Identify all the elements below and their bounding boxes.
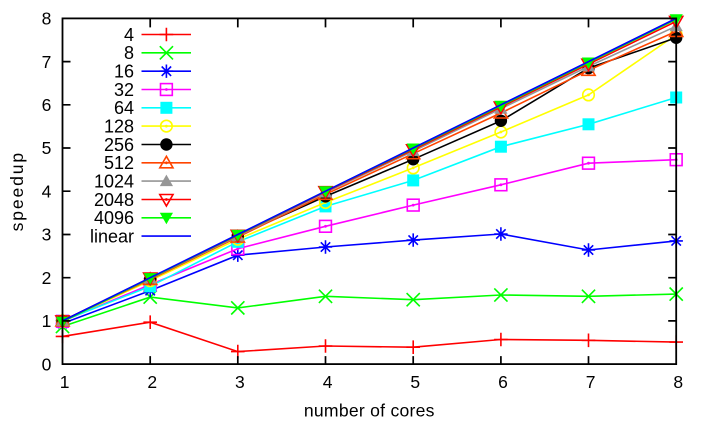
svg-text:5: 5 (42, 138, 52, 158)
svg-text:16: 16 (114, 62, 134, 82)
svg-text:6: 6 (42, 95, 52, 115)
svg-text:4: 4 (42, 181, 52, 201)
svg-text:1: 1 (42, 311, 52, 331)
svg-text:4: 4 (124, 25, 134, 45)
svg-text:1024: 1024 (94, 172, 134, 192)
svg-text:8: 8 (124, 43, 134, 63)
svg-text:64: 64 (114, 98, 134, 118)
svg-text:2: 2 (42, 268, 52, 288)
svg-text:6: 6 (498, 372, 508, 392)
svg-text:4: 4 (323, 372, 333, 392)
svg-text:256: 256 (104, 135, 134, 155)
svg-text:3: 3 (235, 372, 245, 392)
svg-text:3: 3 (42, 225, 52, 245)
svg-text:4096: 4096 (94, 208, 134, 228)
svg-text:2: 2 (147, 372, 157, 392)
svg-text:1: 1 (60, 372, 70, 392)
svg-text:7: 7 (42, 52, 52, 72)
svg-text:number of cores: number of cores (304, 401, 435, 421)
svg-text:5: 5 (410, 372, 420, 392)
svg-text:7: 7 (586, 372, 596, 392)
svg-text:2048: 2048 (94, 190, 134, 210)
svg-text:128: 128 (104, 117, 134, 137)
svg-text:8: 8 (42, 9, 52, 29)
svg-text:0: 0 (42, 354, 52, 374)
svg-text:8: 8 (673, 372, 683, 392)
svg-text:linear: linear (90, 227, 134, 247)
svg-text:speedup: speedup (7, 151, 27, 231)
svg-text:512: 512 (104, 153, 134, 173)
svg-text:32: 32 (114, 80, 134, 100)
